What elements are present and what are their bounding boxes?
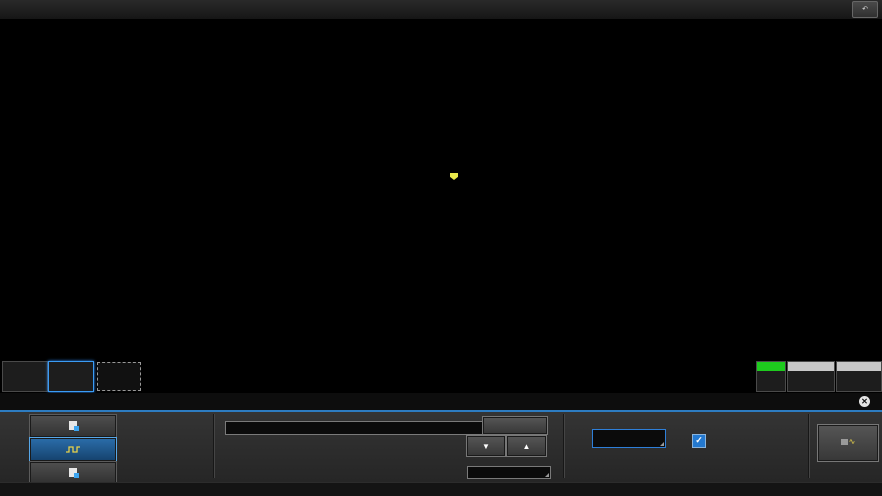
trigger-time-marker[interactable]	[450, 173, 458, 180]
recall-now-button[interactable]: ∿	[818, 425, 878, 461]
menu-right: ↶	[847, 0, 882, 19]
trigger-descriptor[interactable]	[836, 361, 882, 392]
destination-dropdown[interactable]	[592, 429, 666, 448]
section-divider	[213, 414, 215, 478]
close-icon: ✕	[859, 396, 870, 407]
m1-trace-descriptor[interactable]	[2, 361, 48, 392]
show-on-recall-label	[708, 431, 770, 440]
waveform-grid-m1[interactable]	[28, 20, 880, 172]
m2-trace-descriptor[interactable]	[48, 361, 94, 392]
waveform-grid-m2[interactable]	[28, 184, 880, 348]
waveform-icon	[65, 446, 81, 453]
section-divider	[808, 414, 810, 478]
undo-icon: ↶	[862, 6, 868, 13]
setup-icon	[69, 468, 77, 477]
hd-mode-descriptor[interactable]	[756, 361, 786, 392]
oscilloscope-screen: ↶	[0, 0, 882, 496]
recall-panel: ▼ ▲ ✓ ∿	[0, 412, 882, 482]
labnotebook-button[interactable]	[30, 415, 116, 437]
browse-button[interactable]	[483, 417, 547, 434]
timebase-descriptor[interactable]	[787, 361, 835, 392]
hd-label	[757, 362, 785, 371]
status-bar	[0, 482, 882, 496]
waveform-button[interactable]	[30, 438, 116, 461]
file-down-button[interactable]: ▼	[467, 436, 505, 456]
labnotebook-icon	[69, 421, 77, 430]
dialog-tab-bar: ✕	[0, 393, 882, 410]
section-divider	[563, 414, 565, 478]
arrow-down-icon: ▼	[482, 442, 490, 451]
arrow-up-icon: ▲	[523, 442, 531, 451]
m1-descriptor-header	[3, 362, 47, 371]
m2-descriptor-header	[49, 362, 93, 371]
undo-button[interactable]: ↶	[852, 1, 878, 18]
file-filter-dropdown[interactable]	[467, 466, 551, 479]
setup-button[interactable]	[30, 462, 116, 483]
recall-waveform-icon: ∿	[841, 438, 856, 446]
file-up-button[interactable]: ▲	[507, 436, 546, 456]
add-trace-button[interactable]	[97, 362, 141, 391]
filename-input[interactable]	[225, 421, 483, 435]
close-dialog-button[interactable]: ✕	[859, 393, 882, 410]
menu-bar: ↶	[0, 0, 882, 20]
show-on-recall-checkbox[interactable]: ✓	[692, 434, 706, 448]
